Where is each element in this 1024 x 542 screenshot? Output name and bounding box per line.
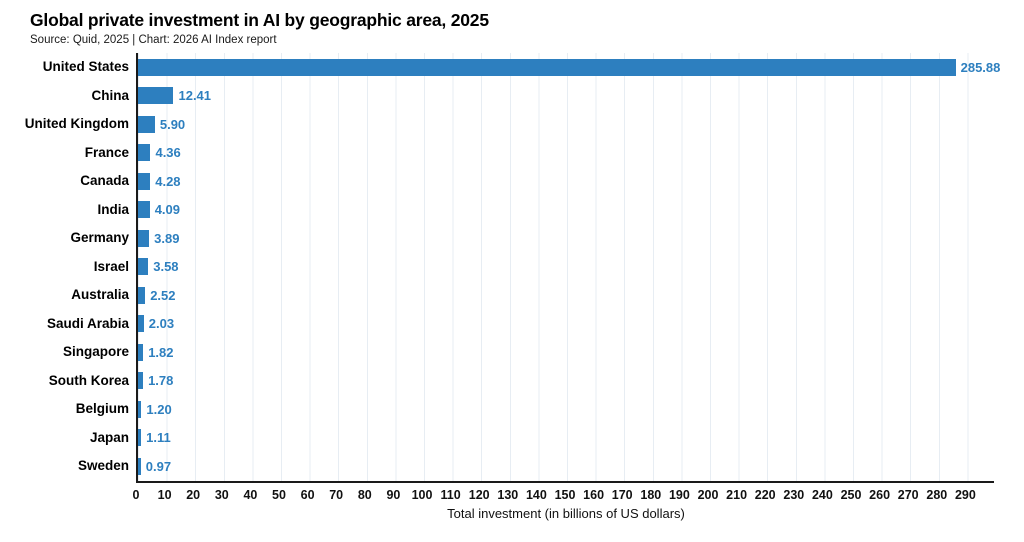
- x-tick-label: 150: [554, 487, 576, 502]
- bar-row: 1.20: [138, 395, 994, 424]
- category-label: Singapore: [62, 344, 129, 359]
- bar: [138, 286, 146, 304]
- bar-row: 3.89: [138, 224, 994, 253]
- bar-row: 285.88: [138, 53, 1000, 82]
- bar: [138, 372, 144, 390]
- bar: [138, 400, 142, 418]
- x-axis-title: Total investment (in billions of US doll…: [447, 505, 685, 521]
- category-label: Saudi Arabia: [46, 315, 129, 331]
- bar: [138, 429, 142, 447]
- value-label: 5.90: [159, 116, 186, 132]
- value-label: 3.58: [153, 259, 179, 275]
- value-label: 1.11: [146, 430, 171, 446]
- x-tick-label: 160: [583, 487, 605, 502]
- x-tick-label: 120: [468, 487, 490, 502]
- category-label: United States: [42, 59, 129, 74]
- x-tick-label: 90: [386, 487, 401, 502]
- bar: [138, 457, 141, 475]
- value-label: 4.28: [155, 173, 181, 189]
- category-label: China: [91, 87, 129, 103]
- x-tick-label: 240: [811, 487, 833, 502]
- category-label: Sweden: [77, 458, 129, 473]
- x-tick-label: 30: [214, 487, 229, 502]
- bar-row: 2.03: [138, 310, 994, 339]
- category-label: Germany: [70, 230, 129, 245]
- x-tick-label: 170: [611, 487, 633, 502]
- x-tick-label: 50: [272, 487, 286, 502]
- chart-subtitle: Source: Quid, 2025 | Chart: 2026 AI Inde…: [30, 34, 277, 46]
- category-label: Canada: [80, 173, 129, 188]
- value-label: 4.36: [155, 145, 181, 161]
- x-tick-label: 210: [726, 487, 748, 502]
- bar-row: 4.36: [138, 139, 994, 168]
- x-tick-label: 0: [132, 487, 140, 502]
- bar-rows: 285.88 12.41 5.90 4.36 4.28 4.09 3.89 3.58 2.52 2…: [136, 53, 1000, 483]
- x-tick-label: 180: [640, 487, 662, 502]
- value-label: 3.89: [154, 230, 180, 246]
- x-tick-label: 190: [668, 487, 690, 502]
- x-tick-label: 140: [525, 487, 547, 502]
- bar-row: 0.97: [138, 452, 994, 481]
- chart-card: Global private investment in AI by geogr…: [0, 10, 1024, 521]
- bar-row: 5.90: [138, 110, 994, 139]
- bar-row: 1.11: [138, 424, 994, 453]
- bar-row: 4.09: [138, 196, 994, 225]
- x-tick-label: 270: [897, 487, 919, 502]
- x-tick-label: 70: [329, 487, 344, 502]
- x-tick-label: 80: [357, 487, 372, 502]
- x-tick-label: 100: [411, 487, 433, 502]
- x-tick-label: 130: [497, 487, 519, 502]
- x-tick-label: 200: [697, 487, 719, 502]
- bar-row: 1.78: [138, 367, 994, 396]
- bar: [138, 201, 150, 219]
- x-tick-label: 220: [754, 487, 776, 502]
- bar-row: 2.52: [138, 281, 994, 310]
- x-tick-label: 230: [783, 487, 805, 502]
- x-axis-ticks: 0 10 20 30 40 50 60 70 80 90 100 110 120 130 140 150 160…: [132, 483, 996, 505]
- x-tick-label: 10: [157, 487, 172, 502]
- chart-title: Global private investment in AI by geogr…: [30, 10, 489, 30]
- category-label: United Kingdom: [24, 116, 129, 131]
- bar-chart: United States China United Kingdom France Ca…: [0, 53, 1024, 521]
- value-label: 4.09: [154, 202, 180, 218]
- category-label: France: [84, 144, 129, 160]
- x-tick-label: 40: [243, 487, 258, 502]
- value-label: 285.88: [960, 59, 1001, 75]
- value-label: 1.20: [146, 401, 172, 417]
- x-tick-label: 20: [186, 487, 201, 502]
- x-tick-label: 260: [869, 487, 891, 502]
- plot-area: 285.88 12.41 5.90 4.36 4.28 4.09 3.89 3.58 2.52 2…: [132, 53, 1000, 521]
- x-tick-label: 290: [954, 487, 976, 502]
- x-tick-label: 280: [926, 487, 948, 502]
- value-label: 12.41: [178, 88, 212, 104]
- bar: [138, 115, 155, 133]
- category-label: Japan: [89, 429, 129, 445]
- bar: [138, 172, 151, 190]
- bar: [138, 87, 174, 105]
- value-label: 2.52: [150, 287, 176, 303]
- bar: [138, 58, 956, 76]
- bar: [138, 229, 150, 247]
- value-label: 2.03: [148, 316, 175, 332]
- category-labels: United States China United Kingdom France Ca…: [0, 53, 136, 521]
- bar-row: 3.58: [138, 253, 994, 282]
- value-label: 1.78: [148, 373, 174, 389]
- category-label: India: [97, 201, 129, 217]
- category-label: Israel: [93, 258, 129, 274]
- value-label: 1.82: [148, 344, 174, 360]
- bar-row: 1.82: [138, 338, 994, 367]
- category-label: Belgium: [75, 401, 129, 416]
- bar: [138, 343, 144, 361]
- x-tick-label: 110: [440, 487, 461, 502]
- value-label: 0.97: [145, 458, 172, 474]
- bar: [138, 258, 149, 276]
- category-label: South Korea: [48, 372, 129, 388]
- category-label: Australia: [71, 287, 129, 302]
- x-tick-label: 250: [840, 487, 862, 502]
- bar-row: 12.41: [138, 82, 994, 111]
- x-tick-label: 60: [300, 487, 315, 502]
- bar-row: 4.28: [138, 167, 994, 196]
- bar: [138, 144, 151, 162]
- bar: [138, 315, 144, 333]
